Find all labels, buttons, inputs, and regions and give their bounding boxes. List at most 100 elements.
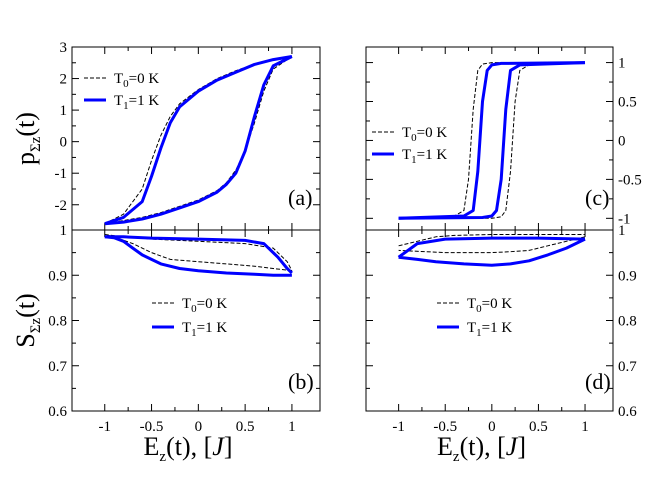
y-axis-label-main: S bbox=[11, 333, 40, 347]
x-axis-label-end: ] bbox=[224, 432, 233, 461]
y-tick-label: 1 bbox=[618, 223, 626, 239]
series-line-T1 bbox=[398, 61, 586, 220]
x-axis-label-main: E bbox=[437, 432, 453, 461]
legend-main: T bbox=[114, 93, 123, 109]
legend-text: =1 K bbox=[129, 93, 160, 109]
y-tick-label: 2 bbox=[60, 72, 68, 88]
series-line-T1 bbox=[397, 236, 586, 259]
panel-label: (b) bbox=[288, 369, 314, 394]
x-axis-label-sub: z bbox=[159, 449, 166, 465]
y-tick-label: 0.6 bbox=[48, 404, 67, 420]
legend-text: =1 K bbox=[417, 147, 448, 163]
y-tick-label: -1 bbox=[618, 211, 631, 227]
x-axis-label: Ez(t), [J] bbox=[437, 432, 526, 465]
x-tick-label: 0 bbox=[195, 419, 203, 435]
series-line-T0 bbox=[398, 62, 586, 219]
y-tick-label: 1 bbox=[618, 56, 626, 72]
y-tick-label: 3 bbox=[60, 40, 68, 56]
x-tick-label: -1 bbox=[99, 419, 112, 435]
legend-sub: 0 bbox=[123, 78, 129, 90]
y-tick-label: 0.9 bbox=[48, 268, 67, 284]
legend-main: T bbox=[402, 147, 411, 163]
legend-label: T1=1 K bbox=[402, 147, 447, 166]
legend-label: T0=0 K bbox=[402, 125, 447, 144]
x-tick-label: -0.5 bbox=[140, 419, 164, 435]
y-tick-label: 0.6 bbox=[618, 404, 637, 420]
series-line-T1 bbox=[104, 55, 293, 226]
x-tick-label: 0 bbox=[488, 419, 496, 435]
legend-sub: 1 bbox=[191, 327, 197, 339]
x-tick-label: 1 bbox=[288, 419, 296, 435]
x-axis-label-suffix: (t), [ bbox=[166, 432, 212, 461]
series-line-T1 bbox=[398, 61, 586, 220]
y-tick-label: 0.8 bbox=[618, 314, 637, 330]
legend-text: =0 K bbox=[129, 71, 160, 87]
y-tick-label: 0.5 bbox=[618, 95, 637, 111]
x-axis-label-main: E bbox=[144, 432, 160, 461]
series-line-T0 bbox=[398, 236, 586, 254]
legend-main: T bbox=[402, 125, 411, 141]
y-tick-label: -1 bbox=[55, 166, 68, 182]
series-line-T1 bbox=[104, 235, 293, 275]
panel-c: 10.50-0.5-1(c)T0=0 KT1=1 K bbox=[365, 46, 642, 231]
legend-text: =0 K bbox=[417, 125, 448, 141]
x-tick-label: 0.5 bbox=[529, 419, 548, 435]
x-tick-label: 0.5 bbox=[236, 419, 255, 435]
legend-text: =1 K bbox=[197, 320, 228, 336]
series-line-T1 bbox=[104, 235, 292, 277]
y-tick-label: 0 bbox=[618, 133, 626, 149]
series-line-T0 bbox=[398, 234, 585, 247]
legend-label: T0=0 K bbox=[182, 296, 227, 315]
y-tick-label: 1 bbox=[60, 223, 68, 239]
panel-label: (c) bbox=[585, 185, 609, 210]
legend-text: =0 K bbox=[482, 296, 513, 312]
legend-main: T bbox=[114, 71, 123, 87]
legend-sub: 0 bbox=[191, 303, 197, 315]
legend-sub: 1 bbox=[123, 100, 129, 112]
y-axis-label-main: p bbox=[11, 152, 40, 165]
y-axis-label-sub: Σz bbox=[28, 136, 44, 152]
y-axis-label-sub: Σz bbox=[28, 318, 44, 334]
x-tick-label: -0.5 bbox=[433, 419, 457, 435]
y-tick-label: 0.7 bbox=[618, 359, 637, 375]
legend-label: T0=0 K bbox=[114, 71, 159, 90]
y-axis-label: pΣz(t) bbox=[11, 112, 44, 165]
legend-sub: 0 bbox=[411, 132, 417, 144]
x-axis-label-suffix: (t), [ bbox=[460, 432, 506, 461]
legend-label: T1=1 K bbox=[467, 320, 512, 339]
y-tick-label: 0.9 bbox=[618, 268, 637, 284]
legend-label: T1=1 K bbox=[114, 93, 159, 112]
legend-main: T bbox=[467, 320, 476, 336]
legend-main: T bbox=[182, 296, 191, 312]
x-tick-label: -1 bbox=[392, 419, 405, 435]
x-axis-label: Ez(t), [J] bbox=[144, 432, 233, 465]
legend-label: T1=1 K bbox=[182, 320, 227, 339]
panel-label: (d) bbox=[585, 369, 611, 394]
series-line-T1 bbox=[104, 55, 293, 226]
series-line-T0 bbox=[104, 234, 293, 271]
y-tick-label: -0.5 bbox=[618, 172, 642, 188]
legend-main: T bbox=[467, 296, 476, 312]
legend-label: T0=0 K bbox=[467, 296, 512, 315]
panel-d: 10.90.80.70.6-1 -0.5 0 0.5 1(d)T0=0 KT1=1 KE… bbox=[365, 223, 637, 465]
y-tick-label: 0 bbox=[60, 135, 68, 151]
x-axis-label-end: ] bbox=[517, 432, 526, 461]
x-axis-label-unit: J bbox=[506, 432, 519, 461]
series-line-T0 bbox=[104, 234, 292, 272]
y-axis-label-suffix: (t) bbox=[11, 112, 40, 137]
legend-main: T bbox=[182, 320, 191, 336]
y-tick-label: 0.8 bbox=[48, 314, 67, 330]
y-tick-label: -2 bbox=[55, 198, 68, 214]
x-tick-label: 1 bbox=[581, 419, 589, 435]
series-line-T0 bbox=[398, 62, 585, 219]
legend-sub: 1 bbox=[476, 327, 482, 339]
y-axis-label: SΣz(t) bbox=[11, 293, 44, 347]
legend-text: =0 K bbox=[197, 296, 228, 312]
y-tick-label: 1 bbox=[60, 103, 68, 119]
x-axis-label-unit: J bbox=[212, 432, 225, 461]
panel-b: 10.90.80.70.6-1 -0.5 0 0.5 1(b)T0=0 KT1=1 KS… bbox=[11, 223, 321, 465]
legend-sub: 0 bbox=[476, 303, 482, 315]
legend-text: =1 K bbox=[482, 320, 513, 336]
